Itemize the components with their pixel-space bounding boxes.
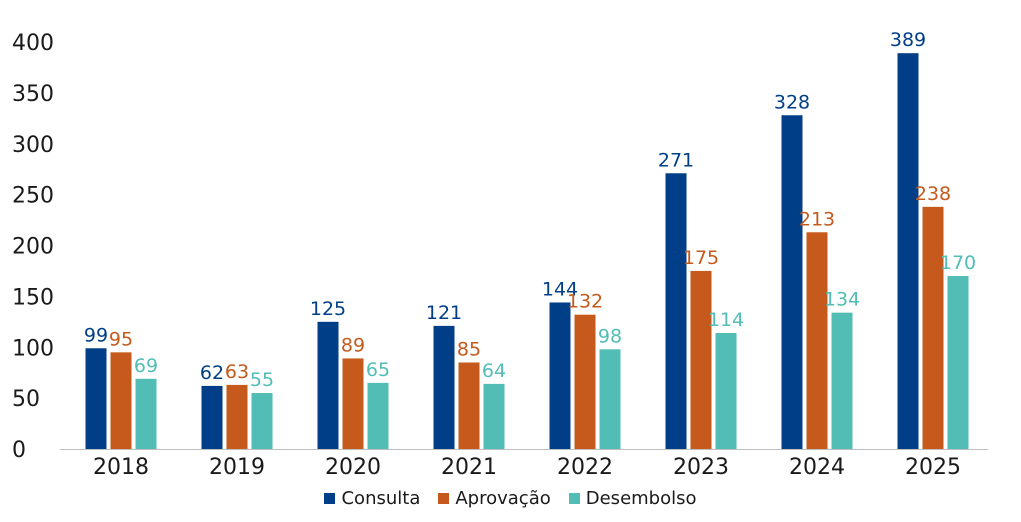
data-label: 213: [799, 208, 835, 230]
y-tick-label: 400: [12, 31, 54, 56]
bars-group: [85, 53, 969, 449]
data-label: 98: [598, 325, 622, 347]
y-tick-label: 300: [12, 133, 54, 158]
bar-aprovacao-2018: [110, 352, 132, 449]
data-label: 65: [366, 359, 390, 381]
bar-consulta-2021: [433, 325, 455, 449]
data-label: 114: [708, 309, 744, 331]
bar-consulta-2019: [201, 385, 223, 449]
x-tick-label: 2018: [93, 455, 149, 480]
bar-aprovacao-2020: [342, 358, 364, 449]
y-tick-label: 50: [12, 387, 40, 412]
data-label: 125: [310, 298, 346, 320]
legend-label-aprovacao: Aprovação: [455, 488, 551, 509]
bar-desembolso-2020: [367, 382, 389, 449]
y-tick-label: 150: [12, 285, 54, 310]
bar-desembolso-2021: [483, 383, 505, 449]
x-tick-label: 2020: [325, 455, 381, 480]
data-label: 55: [250, 369, 274, 391]
data-label: 328: [774, 91, 810, 113]
x-tick-label: 2025: [905, 455, 961, 480]
x-tick-label: 2023: [673, 455, 729, 480]
x-tick-label: 2022: [557, 455, 613, 480]
bar-consulta-2022: [549, 302, 571, 449]
x-tick-label: 2021: [441, 455, 497, 480]
data-label: 121: [426, 302, 462, 324]
bar-aprovacao-2019: [226, 384, 248, 449]
bar-consulta-2018: [85, 348, 107, 449]
bar-desembolso-2023: [715, 333, 737, 449]
data-label: 89: [341, 334, 365, 356]
y-tick-label: 100: [12, 336, 54, 361]
bar-desembolso-2024: [831, 312, 853, 449]
legend-swatch-consulta: [324, 493, 336, 504]
legend-item-consulta: Consulta: [324, 488, 420, 509]
y-tick-label: 200: [12, 235, 54, 260]
x-tick-label: 2019: [209, 455, 265, 480]
bar-aprovacao-2025: [922, 206, 944, 449]
legend-label-consulta: Consulta: [341, 488, 421, 509]
data-label: 134: [824, 289, 860, 311]
bar-desembolso-2022: [599, 349, 621, 449]
bar-desembolso-2018: [135, 378, 157, 449]
data-label: 85: [457, 339, 481, 361]
data-label: 144: [542, 278, 578, 300]
y-tick-label: 350: [12, 82, 54, 107]
data-label: 170: [940, 252, 976, 274]
data-label: 389: [890, 29, 926, 51]
bar-aprovacao-2022: [574, 314, 596, 449]
data-label: 175: [683, 247, 719, 269]
bar-desembolso-2025: [947, 276, 969, 449]
legend-swatch-desembolso: [568, 493, 580, 504]
bar-aprovacao-2024: [806, 232, 828, 449]
legend-item-aprovacao: Aprovação: [438, 488, 551, 509]
bar-consulta-2025: [897, 53, 919, 449]
bar-aprovacao-2021: [458, 362, 480, 449]
x-axis: 2018 2019 2020 2021 2022 2023 2024 2025: [60, 449, 988, 480]
bar-consulta-2020: [317, 321, 339, 449]
bar-desembolso-2019: [251, 393, 273, 449]
legend-item-desembolso: Desembolso: [568, 488, 697, 509]
bar-consulta-2023: [665, 173, 687, 449]
data-label: 238: [915, 183, 951, 205]
bar-aprovacao-2023: [690, 270, 712, 449]
bar-consulta-2024: [781, 115, 803, 449]
data-label: 99: [84, 324, 108, 346]
legend-swatch-aprovacao: [438, 493, 450, 504]
y-tick-label: 0: [12, 438, 26, 463]
legend: Consulta Aprovação Desembolso: [0, 488, 1021, 509]
data-label: 64: [482, 360, 506, 382]
data-label: 63: [225, 361, 249, 383]
legend-label-desembolso: Desembolso: [585, 488, 697, 509]
data-label: 132: [567, 291, 603, 313]
data-label: 69: [134, 355, 158, 377]
y-tick-label: 250: [12, 184, 54, 209]
data-label: 62: [200, 362, 224, 384]
y-axis: 0 50 100 150 200 250 300 350 400: [12, 31, 54, 463]
data-label: 271: [658, 149, 694, 171]
x-tick-label: 2024: [789, 455, 845, 480]
data-label: 95: [109, 328, 133, 350]
